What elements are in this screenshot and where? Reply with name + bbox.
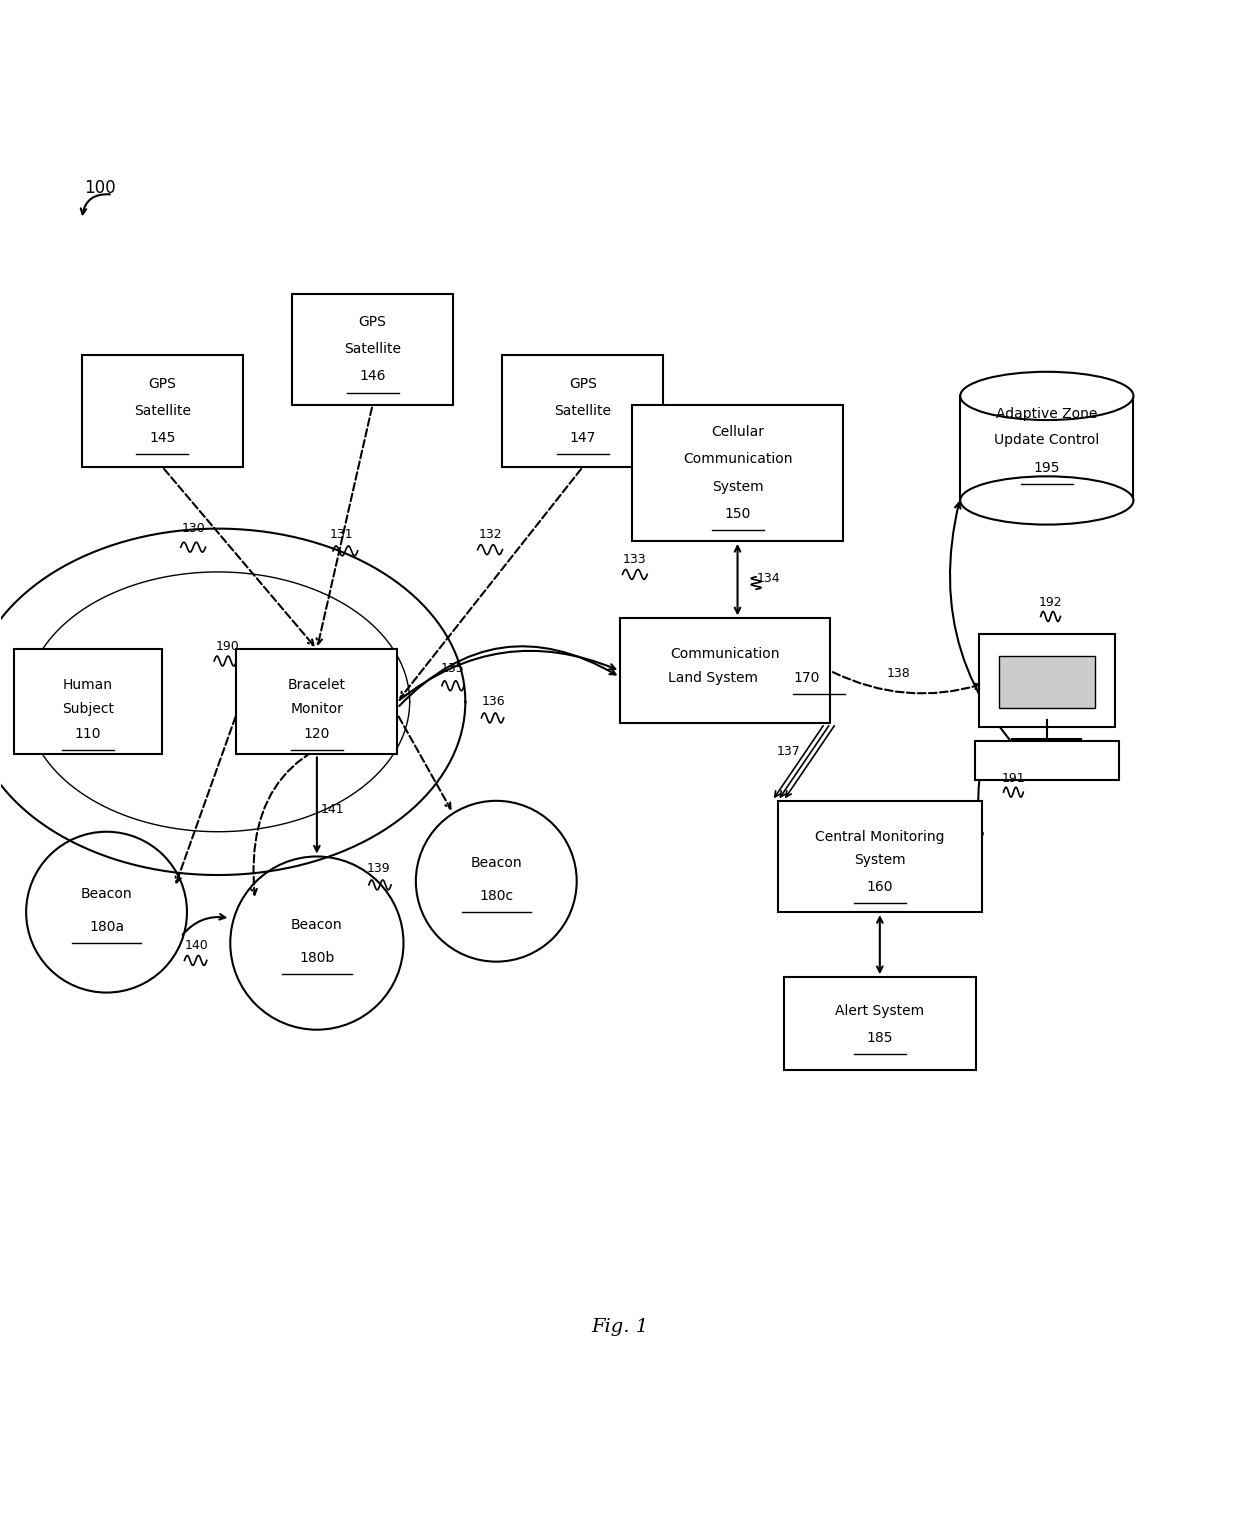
Text: Beacon: Beacon [470, 856, 522, 870]
Text: Alert System: Alert System [836, 1004, 924, 1018]
Text: Land System: Land System [668, 671, 758, 685]
Text: 135: 135 [441, 662, 465, 674]
Text: 191: 191 [1002, 773, 1025, 785]
Text: 139: 139 [367, 862, 391, 876]
Text: 147: 147 [569, 432, 596, 445]
Text: 150: 150 [724, 506, 750, 521]
Text: 137: 137 [776, 745, 800, 758]
Text: System: System [854, 853, 905, 867]
Text: Subject: Subject [62, 703, 114, 717]
Text: 192: 192 [1039, 597, 1063, 609]
Text: 180c: 180c [479, 889, 513, 903]
Text: 140: 140 [185, 939, 208, 951]
Ellipse shape [960, 371, 1133, 420]
Text: 134: 134 [756, 571, 780, 585]
Text: Adaptive Zone: Adaptive Zone [996, 406, 1097, 421]
Text: Cellular: Cellular [711, 426, 764, 439]
FancyBboxPatch shape [620, 618, 831, 724]
Text: Fig. 1: Fig. 1 [591, 1318, 649, 1336]
Text: Communication: Communication [683, 453, 792, 467]
Text: Beacon: Beacon [81, 886, 133, 900]
Text: 100: 100 [84, 179, 117, 197]
Text: Communication: Communication [671, 647, 780, 661]
Bar [960, 395, 1133, 500]
Text: Bracelet: Bracelet [288, 677, 346, 691]
Text: Satellite: Satellite [554, 405, 611, 418]
Ellipse shape [960, 476, 1133, 524]
FancyBboxPatch shape [998, 656, 1095, 708]
Text: Update Control: Update Control [994, 433, 1100, 447]
Text: 133: 133 [622, 553, 646, 567]
Text: 136: 136 [482, 695, 506, 709]
Text: 160: 160 [867, 880, 893, 894]
Text: 138: 138 [887, 667, 910, 680]
Text: 180b: 180b [299, 951, 335, 965]
FancyBboxPatch shape [975, 741, 1118, 780]
Text: Human: Human [63, 677, 113, 691]
Text: Satellite: Satellite [343, 342, 401, 356]
FancyBboxPatch shape [237, 650, 397, 754]
Text: 120: 120 [304, 727, 330, 741]
Text: Central Monitoring: Central Monitoring [815, 830, 945, 844]
Text: GPS: GPS [149, 377, 176, 391]
Text: 185: 185 [867, 1032, 893, 1045]
FancyBboxPatch shape [784, 977, 976, 1070]
FancyBboxPatch shape [82, 356, 243, 467]
Text: Satellite: Satellite [134, 405, 191, 418]
Text: Monitor: Monitor [290, 703, 343, 717]
Text: System: System [712, 480, 764, 494]
Text: 195: 195 [1034, 461, 1060, 476]
FancyBboxPatch shape [14, 650, 162, 754]
Text: 110: 110 [74, 727, 102, 741]
Text: 170: 170 [794, 671, 820, 685]
Text: 130: 130 [181, 523, 205, 535]
Text: 190: 190 [216, 639, 239, 653]
Text: GPS: GPS [358, 315, 387, 329]
FancyBboxPatch shape [502, 356, 663, 467]
Text: Beacon: Beacon [291, 918, 342, 932]
FancyBboxPatch shape [978, 633, 1115, 727]
FancyBboxPatch shape [632, 405, 843, 541]
FancyBboxPatch shape [777, 801, 982, 912]
Text: 180a: 180a [89, 920, 124, 935]
Text: 145: 145 [149, 432, 175, 445]
Text: GPS: GPS [569, 377, 596, 391]
Text: 141: 141 [321, 803, 345, 817]
Text: 132: 132 [479, 529, 502, 541]
FancyBboxPatch shape [293, 294, 453, 405]
Text: 146: 146 [360, 370, 386, 383]
Text: 131: 131 [330, 529, 353, 541]
